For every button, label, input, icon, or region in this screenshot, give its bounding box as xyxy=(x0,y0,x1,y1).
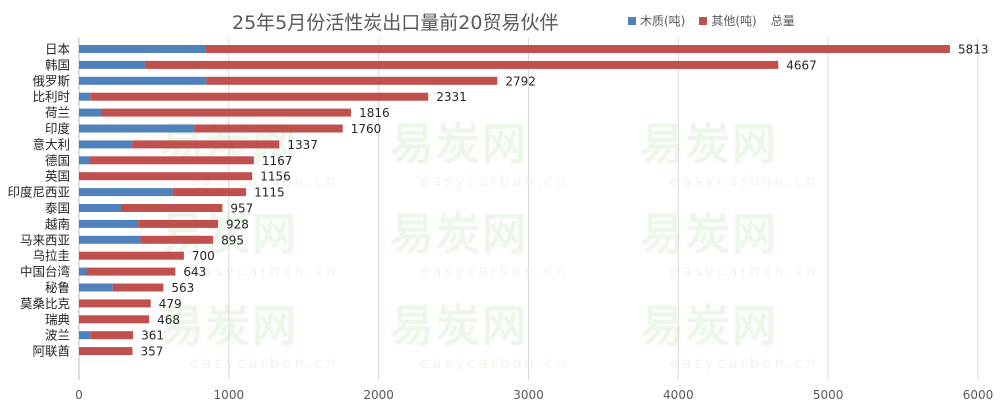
bar-wood xyxy=(79,219,139,228)
bar-other xyxy=(132,140,280,149)
category-label: 日本 xyxy=(45,42,71,57)
bar-wood xyxy=(79,204,121,212)
bar-other xyxy=(194,124,343,133)
total-label: 2792 xyxy=(505,74,536,88)
bar-other xyxy=(138,219,219,228)
x-tick-label: 4000 xyxy=(663,388,694,402)
bar-wood xyxy=(79,76,207,85)
bar-wood xyxy=(79,235,141,244)
category-label: 印度 xyxy=(45,121,71,136)
legend-item-other: 其他(吨) xyxy=(699,12,757,29)
legend-item-wood: 木质(吨) xyxy=(628,12,685,29)
bar-wood xyxy=(79,140,133,149)
bar-wood xyxy=(79,267,87,276)
bar-other xyxy=(206,76,498,85)
bar-other xyxy=(144,60,779,69)
legend-item-total: 总量 xyxy=(771,12,795,29)
category-label: 印度尼西亚 xyxy=(7,185,70,200)
total-label: 468 xyxy=(157,313,180,327)
total-label: 361 xyxy=(141,329,164,343)
total-label: 4667 xyxy=(786,58,817,72)
bar-wood xyxy=(79,188,173,197)
x-tick-label: 0 xyxy=(75,388,83,402)
total-label: 1816 xyxy=(359,106,390,120)
category-label: 英国 xyxy=(45,169,70,184)
bar-other xyxy=(112,283,164,292)
bar-wood xyxy=(79,331,91,340)
category-label: 阿联酋 xyxy=(32,344,70,359)
category-label: 比利时 xyxy=(32,89,70,104)
total-label: 643 xyxy=(183,265,206,279)
legend-label-other: 其他(吨) xyxy=(711,14,757,28)
bar-wood xyxy=(79,92,91,101)
chart-title: 25年5月份活性炭出口量前20贸易伙伴 xyxy=(232,12,559,34)
category-label: 莫桑比克 xyxy=(20,296,70,311)
legend-swatch-wood xyxy=(628,16,636,25)
total-label: 928 xyxy=(226,217,249,231)
x-tick-label: 6000 xyxy=(963,388,994,402)
category-label: 泰国 xyxy=(45,201,70,216)
bar-wood xyxy=(79,283,113,292)
total-label: 5813 xyxy=(958,43,989,57)
category-label: 瑞典 xyxy=(45,312,70,327)
category-label: 乌拉圭 xyxy=(32,248,70,263)
bar-wood xyxy=(79,156,90,165)
legend-label-total: 总量 xyxy=(770,14,795,28)
bar-other xyxy=(140,235,214,244)
bar-other xyxy=(79,347,133,356)
total-label: 1760 xyxy=(351,122,382,136)
category-label: 秘鲁 xyxy=(45,280,70,295)
bar-other xyxy=(101,108,352,117)
labels: 0 1000 2000 3000 4000 5000 6000 日本 5813 韩国 4667 俄罗斯… xyxy=(7,42,993,403)
bar-other xyxy=(86,267,176,276)
total-label: 700 xyxy=(192,249,215,263)
bar-wood xyxy=(79,45,206,53)
x-tick-label: 2000 xyxy=(363,388,394,402)
legend-label-wood: 木质(吨) xyxy=(640,14,686,28)
category-label: 荷兰 xyxy=(45,105,70,120)
total-label: 1167 xyxy=(262,154,293,168)
category-label: 马来西亚 xyxy=(20,232,70,247)
legend-swatch-other xyxy=(699,16,708,25)
bar-wood xyxy=(79,60,145,69)
total-label: 479 xyxy=(159,297,182,311)
total-label: 895 xyxy=(221,233,244,247)
x-tick-label: 3000 xyxy=(513,388,544,402)
total-label: 1337 xyxy=(287,138,318,152)
category-label: 韩国 xyxy=(45,57,70,72)
x-tick-label: 5000 xyxy=(813,388,844,402)
bar-other xyxy=(79,299,151,308)
bar-other xyxy=(172,188,247,197)
category-label: 波兰 xyxy=(45,328,70,343)
total-label: 1115 xyxy=(254,186,285,200)
bar-other xyxy=(90,331,134,340)
bar-other xyxy=(90,92,429,101)
total-label: 957 xyxy=(230,202,253,216)
bar-other xyxy=(89,156,254,165)
bar-other xyxy=(205,45,950,53)
total-label: 357 xyxy=(140,345,163,359)
bar-other xyxy=(79,251,184,260)
legend: 木质(吨) 其他(吨) 总量 xyxy=(628,12,809,29)
bars xyxy=(79,45,950,356)
bar-wood xyxy=(79,108,102,117)
category-label: 意大利 xyxy=(32,137,70,152)
category-label: 德国 xyxy=(45,153,70,168)
category-label: 俄罗斯 xyxy=(32,73,70,88)
bar-other xyxy=(79,172,253,181)
x-tick-label: 1000 xyxy=(214,388,245,402)
total-label: 563 xyxy=(171,281,194,295)
total-label: 2331 xyxy=(436,90,467,104)
category-label: 中国台湾 xyxy=(20,264,70,279)
category-label: 越南 xyxy=(45,216,70,231)
bar-other xyxy=(79,315,150,324)
bar-wood xyxy=(79,124,195,133)
bar-other xyxy=(120,204,223,212)
total-label: 1156 xyxy=(260,170,291,184)
